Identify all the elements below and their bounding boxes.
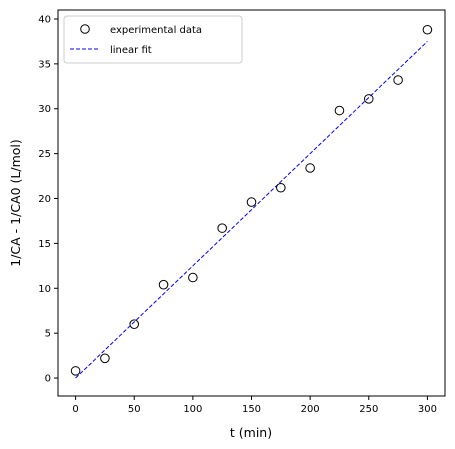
legend-box	[63, 15, 243, 64]
series-layer	[70, 24, 433, 379]
x-axis-label: t (min)	[230, 425, 272, 440]
x-tick-label: 250	[359, 404, 378, 415]
data-point	[276, 182, 286, 193]
x-tick-label: 200	[301, 404, 320, 415]
x-tick-label: 150	[242, 404, 261, 415]
x-tick-label: 100	[183, 404, 202, 415]
y-axis-ticks: 0 5 10 15 20 25 30 35 40	[38, 14, 58, 385]
data-point	[305, 163, 315, 173]
y-tick-label: 30	[38, 104, 51, 115]
data-point	[188, 272, 198, 283]
data-point	[158, 279, 169, 290]
data-point	[393, 75, 403, 85]
y-tick-label: 0	[45, 374, 51, 385]
x-tick-label: 0	[72, 404, 78, 415]
y-tick-label: 20	[38, 194, 51, 205]
y-tick-label: 5	[45, 329, 51, 340]
y-tick-label: 35	[38, 59, 51, 70]
y-tick-label: 10	[38, 284, 51, 295]
legend: experimental data linear fit	[63, 15, 243, 64]
y-tick-label: 40	[38, 14, 51, 25]
x-tick-label: 300	[418, 404, 437, 415]
data-point	[422, 24, 433, 35]
y-axis-label: 1/CA - 1/CA0 (L/mol)	[8, 139, 23, 267]
legend-label-experimental-data: experimental data	[110, 25, 202, 36]
legend-label-linear-fit: linear fit	[110, 45, 152, 56]
y-tick-label: 15	[38, 239, 51, 250]
legend-marker-experimental-data	[80, 24, 90, 34]
data-point	[100, 353, 110, 364]
data-point	[70, 366, 81, 376]
linear-fit-line	[75, 41, 428, 379]
data-point	[363, 94, 374, 104]
plot-frame	[57, 9, 446, 397]
data-point	[217, 223, 227, 233]
data-point	[246, 197, 257, 207]
x-tick-label: 50	[128, 404, 141, 415]
data-point	[334, 105, 345, 116]
data-point	[129, 319, 140, 329]
x-axis-ticks: 0 50 100 150 200 250 300	[72, 396, 437, 415]
y-tick-label: 25	[38, 149, 51, 160]
